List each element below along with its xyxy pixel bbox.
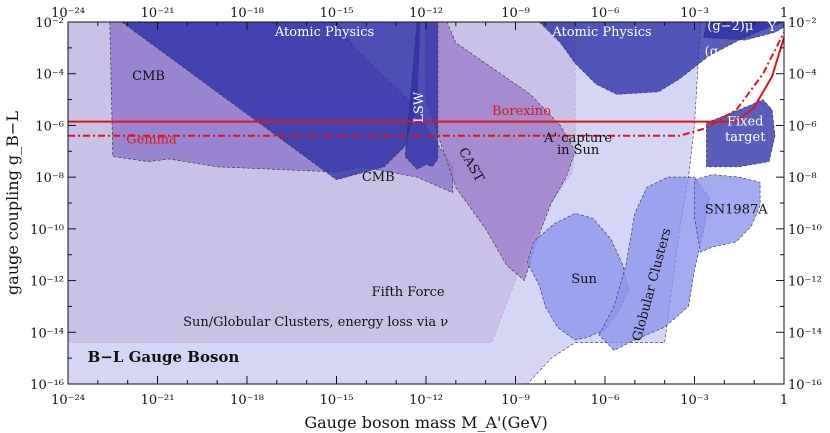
tick-labels: 10⁻²⁴ 10⁻²⁴ 10⁻²¹ 10⁻²¹ 10⁻¹⁸ 10⁻¹⁸ 10⁻¹⁵ 10⁻¹⁵…: [30, 6, 822, 408]
label-atomic-physics: Atomic Physics: [274, 25, 374, 40]
limit-lines: [68, 31, 785, 137]
y-axis-label: gauge coupling g_B−L: [3, 111, 22, 295]
x-tick-label-top: 10⁻⁶: [591, 6, 620, 21]
x-tick-label-bottom: 10⁻³: [680, 393, 709, 408]
x-tick-label-top: 10⁻⁹: [501, 6, 530, 21]
x-tick-label-bottom: 10⁻²¹: [141, 393, 175, 408]
x-tick-label-bottom: 10⁻⁹: [501, 393, 530, 408]
y-tick-label-left: 10⁻¹⁰: [30, 223, 64, 238]
y-tick-label-left: 10⁻⁴: [35, 68, 64, 83]
y-tick-label-right: 10⁻¹⁴: [788, 326, 822, 341]
x-tick-label-top: 10⁻²⁴: [51, 6, 85, 21]
y-tick-label-right: 10⁻⁶: [788, 119, 817, 134]
y-tick-label-right: 10⁻⁸: [788, 171, 817, 186]
y-tick-label-left: 10⁻²: [35, 16, 64, 31]
label-lsw: LSW: [412, 91, 427, 123]
x-tick-label-bottom: 10⁻¹⁸: [230, 393, 264, 408]
label-b-l-gauge-boson: B−L Gauge Boson: [88, 348, 240, 366]
label-g-2: (g−2)μ: [707, 19, 753, 34]
x-tick-label-top: 1: [780, 6, 788, 21]
label-a-capture: A' capture: [543, 131, 612, 146]
label-g-2-e: (g−2)e: [705, 45, 751, 60]
x-tick-label-bottom: 10⁻⁶: [591, 393, 620, 408]
region-cast-3: [425, 21, 576, 282]
x-tick-label-top: 10⁻¹⁸: [230, 6, 264, 21]
y-tick-label-right: 10⁻⁴: [788, 68, 817, 83]
tick-marks: [67, 21, 785, 385]
x-tick-label-top: 10⁻¹⁵: [320, 6, 354, 21]
regions: [67, 21, 785, 385]
label-cmb: CMB: [132, 69, 165, 84]
x-tick-label-bottom: 10⁻²⁴: [51, 393, 85, 408]
y-tick-label-left: 10⁻⁸: [35, 171, 64, 186]
label-borexino: Borexino: [492, 104, 551, 119]
x-tick-label-top: 10⁻³: [680, 6, 709, 21]
y-tick-label-right: 10⁻¹⁰: [788, 223, 822, 238]
label-sn1987a: SN1987A: [705, 202, 768, 217]
x-tick-label-bottom: 10⁻¹²: [409, 393, 443, 408]
x-axis-label: Gauge boson mass M_A'(GeV): [304, 413, 547, 432]
y-tick-label-left: 10⁻¹⁶: [30, 378, 64, 393]
y-tick-label-left: 10⁻¹²: [30, 275, 64, 290]
label-y: Y: [767, 20, 777, 35]
y-tick-label-right: 10⁻¹⁶: [788, 378, 822, 393]
label-gemma: Gemma: [126, 133, 177, 148]
label-sun-globular-clusters-energy-loss-via: Sun/Globular Clusters, energy loss via ν: [183, 315, 448, 330]
y-tick-label-left: 10⁻¹⁴: [30, 326, 64, 341]
x-tick-label-top: 10⁻²¹: [141, 6, 175, 21]
label-sun: Sun: [571, 272, 597, 287]
x-tick-label-top: 10⁻¹²: [409, 6, 443, 21]
label-cmb: CMB: [362, 170, 395, 185]
y-tick-label-left: 10⁻⁶: [35, 119, 64, 134]
region-sn1987a-6: [694, 174, 761, 253]
y-tick-label-right: 10⁻¹²: [788, 275, 822, 290]
label-fixed: Fixed: [727, 114, 764, 129]
x-tick-label-bottom: 1: [780, 393, 788, 408]
label-target: target: [725, 130, 766, 145]
label-atomic-physics: Atomic Physics: [551, 25, 651, 40]
label-fifth-force: Fifth Force: [372, 285, 445, 300]
region-lsw-8: [404, 21, 439, 170]
y-tick-label-right: 10⁻²: [788, 16, 817, 31]
region-fixed-target-11: [706, 99, 776, 168]
region-g-2-10: [703, 21, 785, 41]
x-tick-label-bottom: 10⁻¹⁵: [320, 393, 354, 408]
line-gemma: [68, 31, 785, 137]
label-in-sun: in Sun: [557, 143, 600, 158]
line-borexino: [68, 37, 785, 123]
